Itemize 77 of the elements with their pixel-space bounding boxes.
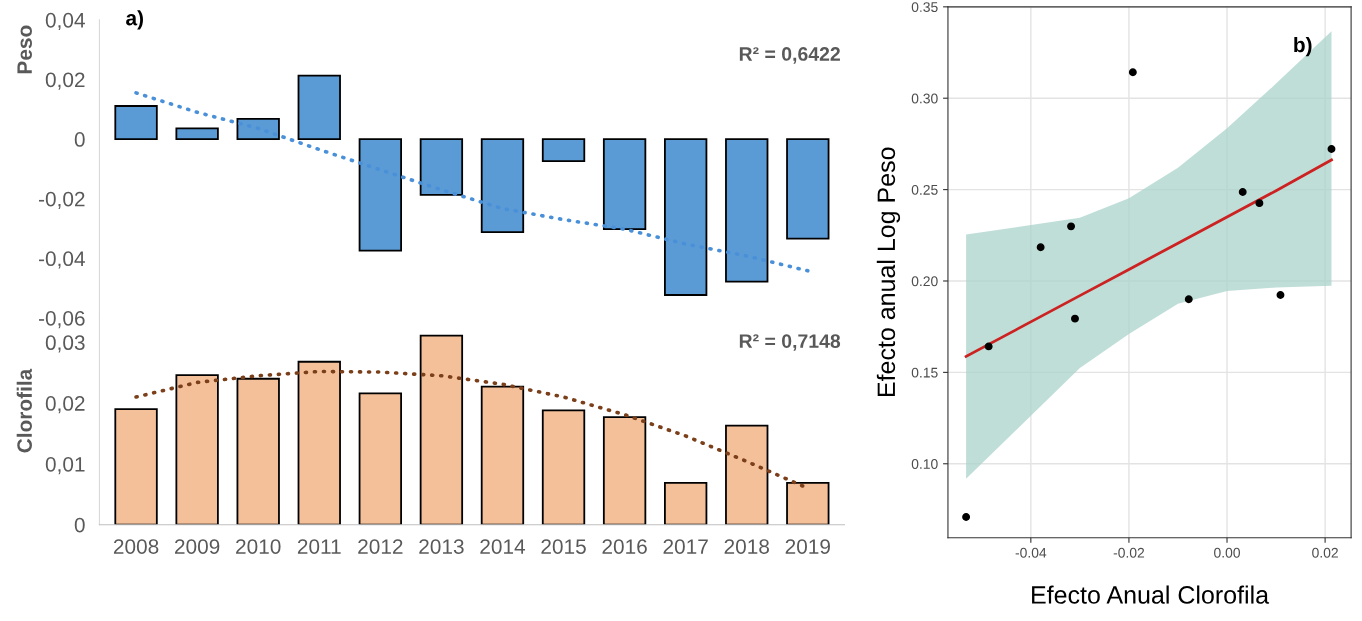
bar [480,138,525,234]
bar [236,117,280,141]
bar [663,138,708,296]
y-axis-title: Efecto anual Log Peso [876,147,901,397]
bar [175,127,219,141]
x-tick-label: 2019 [785,539,830,554]
x-tick-label: 2009 [175,539,220,554]
bar [236,377,280,525]
point [1071,314,1079,323]
y-axis-title: Clorofila [16,368,32,453]
bar [786,138,830,240]
x-tick-label: 2016 [602,539,647,554]
y-tick-label: 0 [74,132,85,147]
x-tick-label: 2014 [480,539,526,554]
line-series [134,91,810,273]
y-axis-title: Peso [17,25,32,74]
x-tick-label: 0.00 [1214,547,1240,558]
x-tick-label: 2010 [236,539,281,554]
bar [297,360,341,525]
x-tick-label: 2015 [541,539,586,554]
point [1255,199,1264,208]
y-tick-label: -0,02 [38,191,85,209]
bar [602,416,647,525]
x-tick-label: -0.02 [1113,547,1145,558]
y-tick-label: 0.20 [911,276,938,287]
y-tick-label: 0,03 [45,335,85,353]
y-tick-label: 0.25 [911,184,938,195]
y-tick-label: 0,02 [45,72,85,90]
bar [725,138,769,283]
bar [480,385,525,525]
bar [114,105,158,141]
annotation: R² = 0,7148 [739,334,841,351]
point [1276,291,1285,300]
point [1238,188,1247,196]
bar [663,481,708,525]
point [1036,243,1045,252]
annotation: b) [1294,36,1312,57]
y-tick-label: 0.10 [911,459,938,469]
point [1327,145,1336,153]
y-tick-label: -0,06 [38,310,85,329]
bar [602,138,647,231]
x-tick-label: 2012 [358,539,403,554]
x-tick-label: 2018 [724,539,769,554]
x-tick-label: -0.04 [1015,547,1047,558]
x-axis-title: Efecto Anual Clorofila [1032,585,1270,604]
bar [419,138,464,196]
x-tick-label: 2017 [663,539,708,554]
bar [541,138,586,163]
y-tick-label: -0,04 [38,251,85,269]
bar [541,409,586,525]
bar [114,408,158,525]
bar [786,481,830,525]
y-tick-label: 0.30 [911,93,938,104]
annotation: R² = 0,6422 [739,47,840,64]
point [1128,68,1137,77]
bar [725,424,769,525]
x-tick-label: 2013 [419,539,464,554]
line-series [964,158,1333,358]
point [1184,295,1193,304]
y-tick-label: 0,02 [45,396,85,414]
y-tick-label: 0.15 [911,367,938,378]
point [984,342,993,351]
point [1067,222,1076,231]
bar [419,334,464,525]
x-tick-label: 2011 [297,539,341,554]
bar [358,392,403,525]
y-tick-label: 0 [74,517,85,533]
x-tick-label: 2008 [113,539,159,554]
x-tick-label: 0.02 [1312,547,1338,558]
chart-title: a) [126,10,143,30]
y-tick-label: 0,01 [45,456,85,475]
bar [297,74,341,141]
y-tick-label: 0.35 [911,2,938,12]
bar [358,138,403,252]
y-tick-label: 0,04 [45,12,85,31]
bar [175,374,219,525]
point [962,512,971,521]
